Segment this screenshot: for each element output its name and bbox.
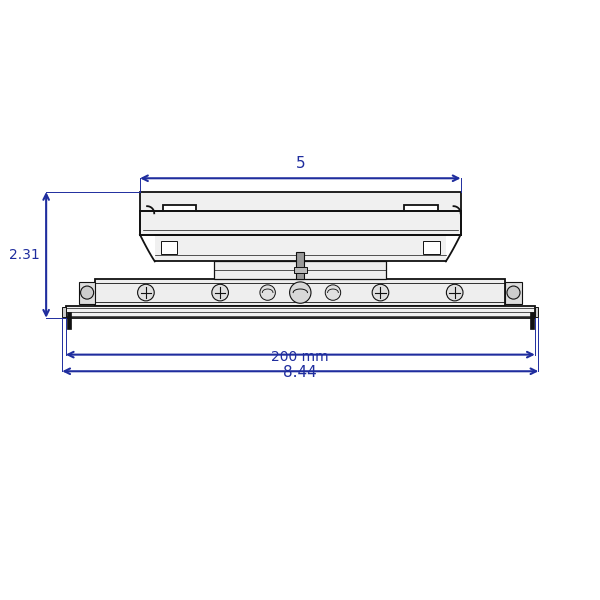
Bar [155,235,446,262]
Bar [62,307,66,317]
Text: 8.44: 8.44 [283,365,317,380]
Bar [505,281,522,304]
Circle shape [325,285,341,300]
Circle shape [446,284,463,301]
Text: 200 mm: 200 mm [271,350,329,364]
Bar [67,312,71,329]
Bar [161,241,178,254]
Circle shape [80,286,94,299]
Circle shape [212,284,229,301]
Bar [535,307,538,317]
Bar [423,241,440,254]
Circle shape [507,286,520,299]
Bar [140,211,461,235]
Bar [66,306,535,318]
Polygon shape [140,192,461,211]
Circle shape [290,282,311,303]
Bar [294,268,307,273]
Circle shape [260,285,275,300]
Bar [79,281,95,304]
Bar [530,312,533,329]
Bar [214,262,386,279]
Bar [95,279,505,306]
Circle shape [137,284,154,301]
Text: 5: 5 [295,156,305,171]
Text: 2.31: 2.31 [10,248,40,262]
Circle shape [372,284,389,301]
Bar [296,253,304,279]
